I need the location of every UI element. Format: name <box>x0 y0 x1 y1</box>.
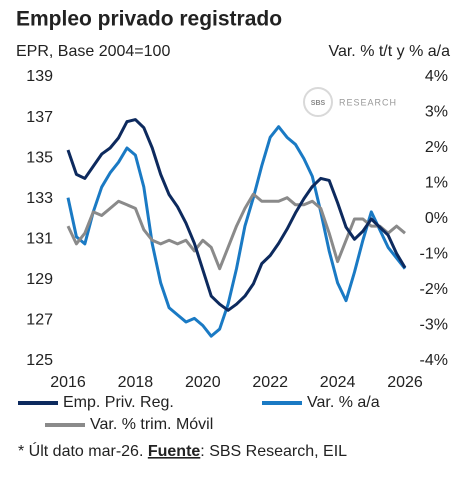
y2-tick-label: -3% <box>420 317 448 334</box>
footnote-source-label: Fuente <box>148 443 201 460</box>
x-tick-label: 2024 <box>320 374 356 391</box>
y2-tick-label: 2% <box>425 139 448 156</box>
legend-label: Emp. Priv. Reg. <box>63 394 174 411</box>
y-tick-label: 125 <box>26 352 53 369</box>
x-tick-label: 2016 <box>50 374 86 391</box>
y2-tick-label: 3% <box>425 104 448 121</box>
y2-tick-label: -4% <box>420 352 448 369</box>
series-line <box>66 118 407 312</box>
series-line <box>66 192 406 271</box>
y-tick-label: 127 <box>26 312 53 329</box>
legend-label: Var. % a/a <box>307 394 380 411</box>
chart-title: Empleo privado registrado <box>16 8 282 31</box>
x-tick-label: 2022 <box>252 374 288 391</box>
y2-tick-label: 0% <box>425 210 448 227</box>
y2-tick-label: 1% <box>425 175 448 192</box>
subtitle-right: Var. % t/t y % a/a <box>328 43 450 60</box>
x-tick-label: 2018 <box>118 374 154 391</box>
subtitle-left: EPR, Base 2004=100 <box>16 43 170 60</box>
y-tick-label: 129 <box>26 271 53 288</box>
legend-label: Var. % trim. Móvil <box>90 416 213 433</box>
y-tick-label: 139 <box>26 68 53 85</box>
y2-tick-label: -1% <box>420 246 448 263</box>
x-tick-label: 2026 <box>387 374 423 391</box>
logo-mark: SBS <box>311 100 326 107</box>
footnote: * Últ dato mar-26. Fuente: SBS Research,… <box>18 441 347 460</box>
logo-text: RESEARCH <box>339 97 397 107</box>
y-tick-label: 131 <box>26 231 53 248</box>
series-line <box>66 125 407 338</box>
footnote-note: * Últ dato mar-26. <box>18 441 143 460</box>
logo-ring <box>303 87 333 117</box>
y-tick-label: 137 <box>26 109 53 126</box>
footnote-source: : SBS Research, EIL <box>200 443 347 460</box>
x-tick-label: 2020 <box>185 374 221 391</box>
y2-tick-label: 4% <box>425 68 448 85</box>
y-tick-label: 135 <box>26 149 53 166</box>
y2-tick-label: -2% <box>420 281 448 298</box>
y-tick-label: 133 <box>26 190 53 207</box>
